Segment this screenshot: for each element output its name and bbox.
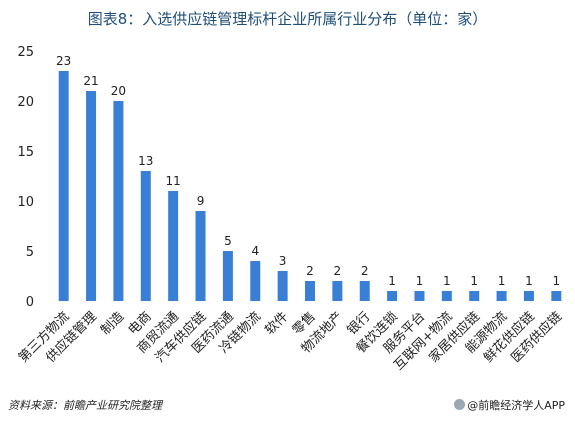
y-tick-label: 5 xyxy=(26,245,34,260)
x-tick-label: 软件 xyxy=(262,309,291,338)
data-label: 1 xyxy=(552,274,560,288)
data-label: 5 xyxy=(224,234,232,248)
data-label: 9 xyxy=(197,194,205,208)
data-label: 11 xyxy=(166,174,181,188)
bar xyxy=(496,291,507,301)
bar xyxy=(551,291,562,301)
bar xyxy=(86,91,97,301)
y-tick-label: 20 xyxy=(17,95,34,110)
bar xyxy=(168,191,179,301)
chart-title: 图表8：入选供应链管理标杆企业所属行业分布（单位：家） xyxy=(87,10,488,28)
data-label: 1 xyxy=(470,274,478,288)
bar xyxy=(305,281,315,301)
y-axis: 0 5 10 15 20 25 xyxy=(17,45,34,310)
bar xyxy=(250,261,261,301)
y-tick-label: 15 xyxy=(17,145,34,160)
y-tick-label: 25 xyxy=(17,45,34,60)
brand-credit: @前瞻经济学人APP xyxy=(454,397,565,413)
y-tick-label: 10 xyxy=(17,195,34,210)
data-label: 21 xyxy=(83,74,98,88)
bar xyxy=(523,291,534,301)
bar xyxy=(441,291,452,301)
bar xyxy=(469,291,480,301)
data-label: 1 xyxy=(443,274,451,288)
data-label: 1 xyxy=(388,274,396,288)
source-note: 资料来源：前瞻产业研究院整理 xyxy=(8,399,162,412)
data-label: 1 xyxy=(416,274,424,288)
brand-text: @前瞻经济学人APP xyxy=(467,399,565,412)
brand-icon xyxy=(454,399,466,410)
data-label: 2 xyxy=(334,264,342,278)
bar xyxy=(414,291,425,301)
x-axis-labels: 第三方物流供应链管理制造电商商贸流通汽车供应链医药流通冷链物流软件零售物流地产银… xyxy=(15,309,565,374)
x-tick-label: 制造 xyxy=(98,309,127,338)
data-label: 1 xyxy=(498,274,506,288)
bar xyxy=(359,281,370,301)
data-label: 2 xyxy=(306,264,314,278)
bar xyxy=(195,211,206,301)
bar xyxy=(222,251,233,301)
data-label: 23 xyxy=(56,54,71,68)
y-tick-label: 0 xyxy=(26,295,34,310)
data-label: 20 xyxy=(111,84,126,98)
bars xyxy=(58,71,562,301)
bar xyxy=(113,101,124,301)
data-label: 2 xyxy=(361,264,369,278)
data-label: 1 xyxy=(525,274,533,288)
bar xyxy=(140,171,151,301)
data-label: 13 xyxy=(138,154,153,168)
bar xyxy=(277,271,288,301)
bar xyxy=(387,291,398,301)
bar xyxy=(332,281,343,301)
data-label: 3 xyxy=(279,254,287,268)
bar xyxy=(58,71,69,301)
data-label: 4 xyxy=(251,244,259,258)
